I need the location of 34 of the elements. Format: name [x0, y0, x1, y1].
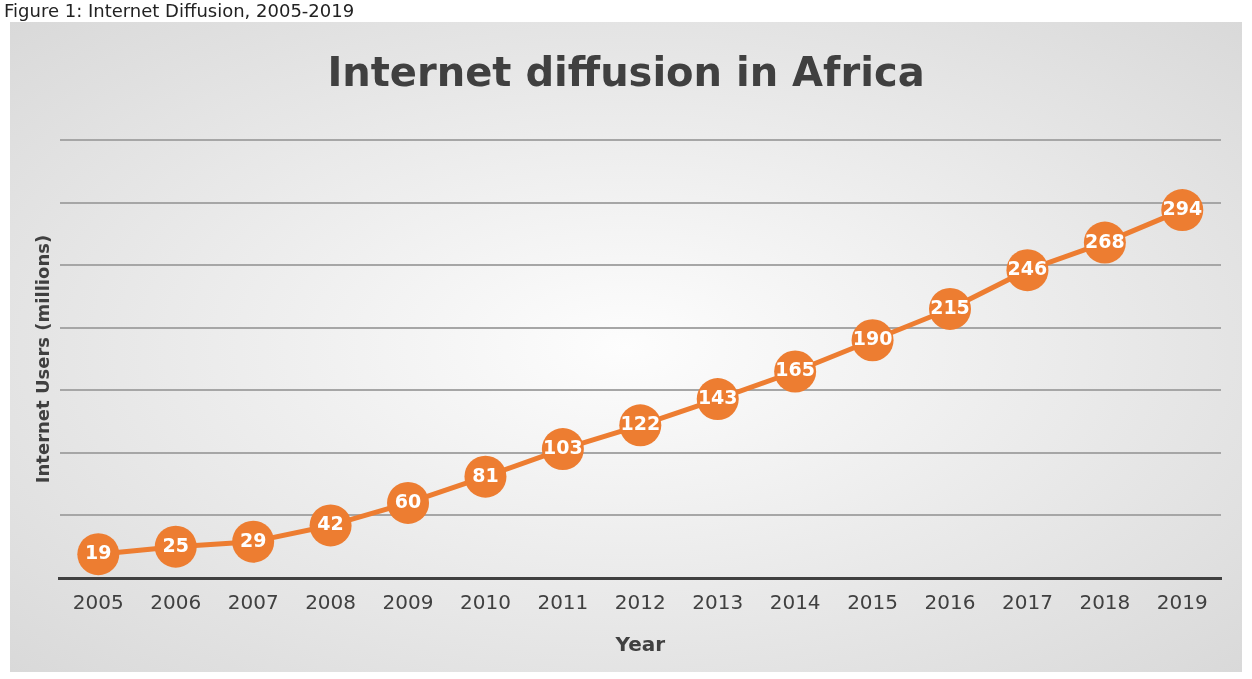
x-tick-label: 2010	[459, 590, 511, 615]
data-label: 246	[1007, 257, 1048, 280]
x-tick-label: 2012	[614, 590, 666, 615]
x-tick-label: 2008	[305, 590, 357, 615]
x-tick-label: 2015	[847, 590, 899, 615]
data-label: 29	[239, 528, 267, 551]
x-tick-label: 2009	[382, 590, 434, 615]
data-label: 143	[697, 385, 738, 408]
x-tick-label: 2005	[72, 590, 124, 615]
x-axis-title: Year	[614, 632, 666, 657]
data-label: 42	[317, 512, 344, 535]
data-label: 165	[775, 358, 815, 381]
y-axis-title: Internet Users (millions)	[32, 234, 54, 484]
chart-title: Internet diffusion in Africa	[327, 49, 925, 96]
caption: Figure 1: Internet Diffusion, 2005-2019	[4, 0, 355, 21]
x-tick-label: 2017	[1001, 590, 1053, 615]
x-tick-label: 2014	[769, 590, 821, 615]
x-tick-label: 2013	[692, 590, 744, 615]
x-tick-label: 2019	[1156, 590, 1208, 615]
data-label: 60	[394, 489, 422, 512]
data-label: 81	[472, 463, 499, 486]
data-label: 103	[543, 436, 583, 459]
data-label: 19	[85, 541, 112, 564]
data-label: 215	[930, 295, 970, 318]
x-tick-label: 2006	[150, 590, 202, 615]
data-label: 190	[852, 327, 893, 350]
data-label: 25	[162, 533, 189, 556]
x-tick-label: 2007	[227, 590, 279, 615]
x-tick-label: 2011	[537, 590, 589, 615]
data-label: 294	[1162, 197, 1203, 220]
x-tick-label: 2016	[924, 590, 976, 615]
data-label: 268	[1085, 229, 1125, 252]
data-label: 122	[620, 412, 661, 435]
x-tick-label: 2018	[1079, 590, 1131, 615]
